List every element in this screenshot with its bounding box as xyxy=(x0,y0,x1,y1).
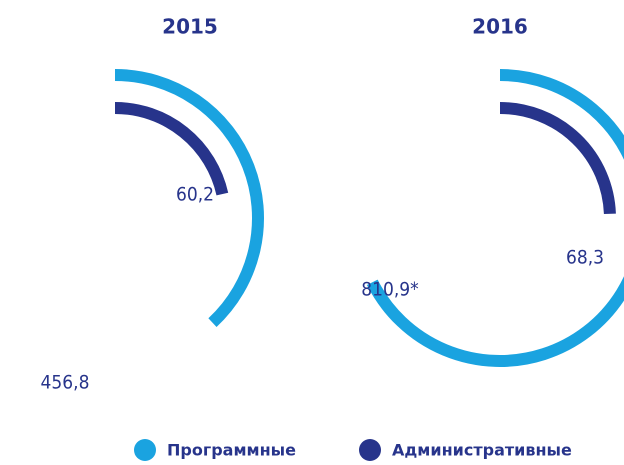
arc-bar xyxy=(114,69,264,328)
value-label: 68,3 xyxy=(566,247,604,269)
arc-bar xyxy=(114,102,229,196)
legend-label: Программные xyxy=(167,441,296,460)
legend-label: Административные xyxy=(392,441,572,460)
legend-swatch xyxy=(134,439,156,461)
arc-bar xyxy=(366,69,624,367)
value-label: 456,8 xyxy=(41,372,90,394)
arc-bar xyxy=(499,102,616,215)
value-label: 60,2 xyxy=(176,184,214,206)
legend-swatch xyxy=(359,439,381,461)
year-title: 2015 xyxy=(162,15,218,39)
value-label: 810,9* xyxy=(361,279,419,301)
year-title: 2016 xyxy=(472,15,528,39)
